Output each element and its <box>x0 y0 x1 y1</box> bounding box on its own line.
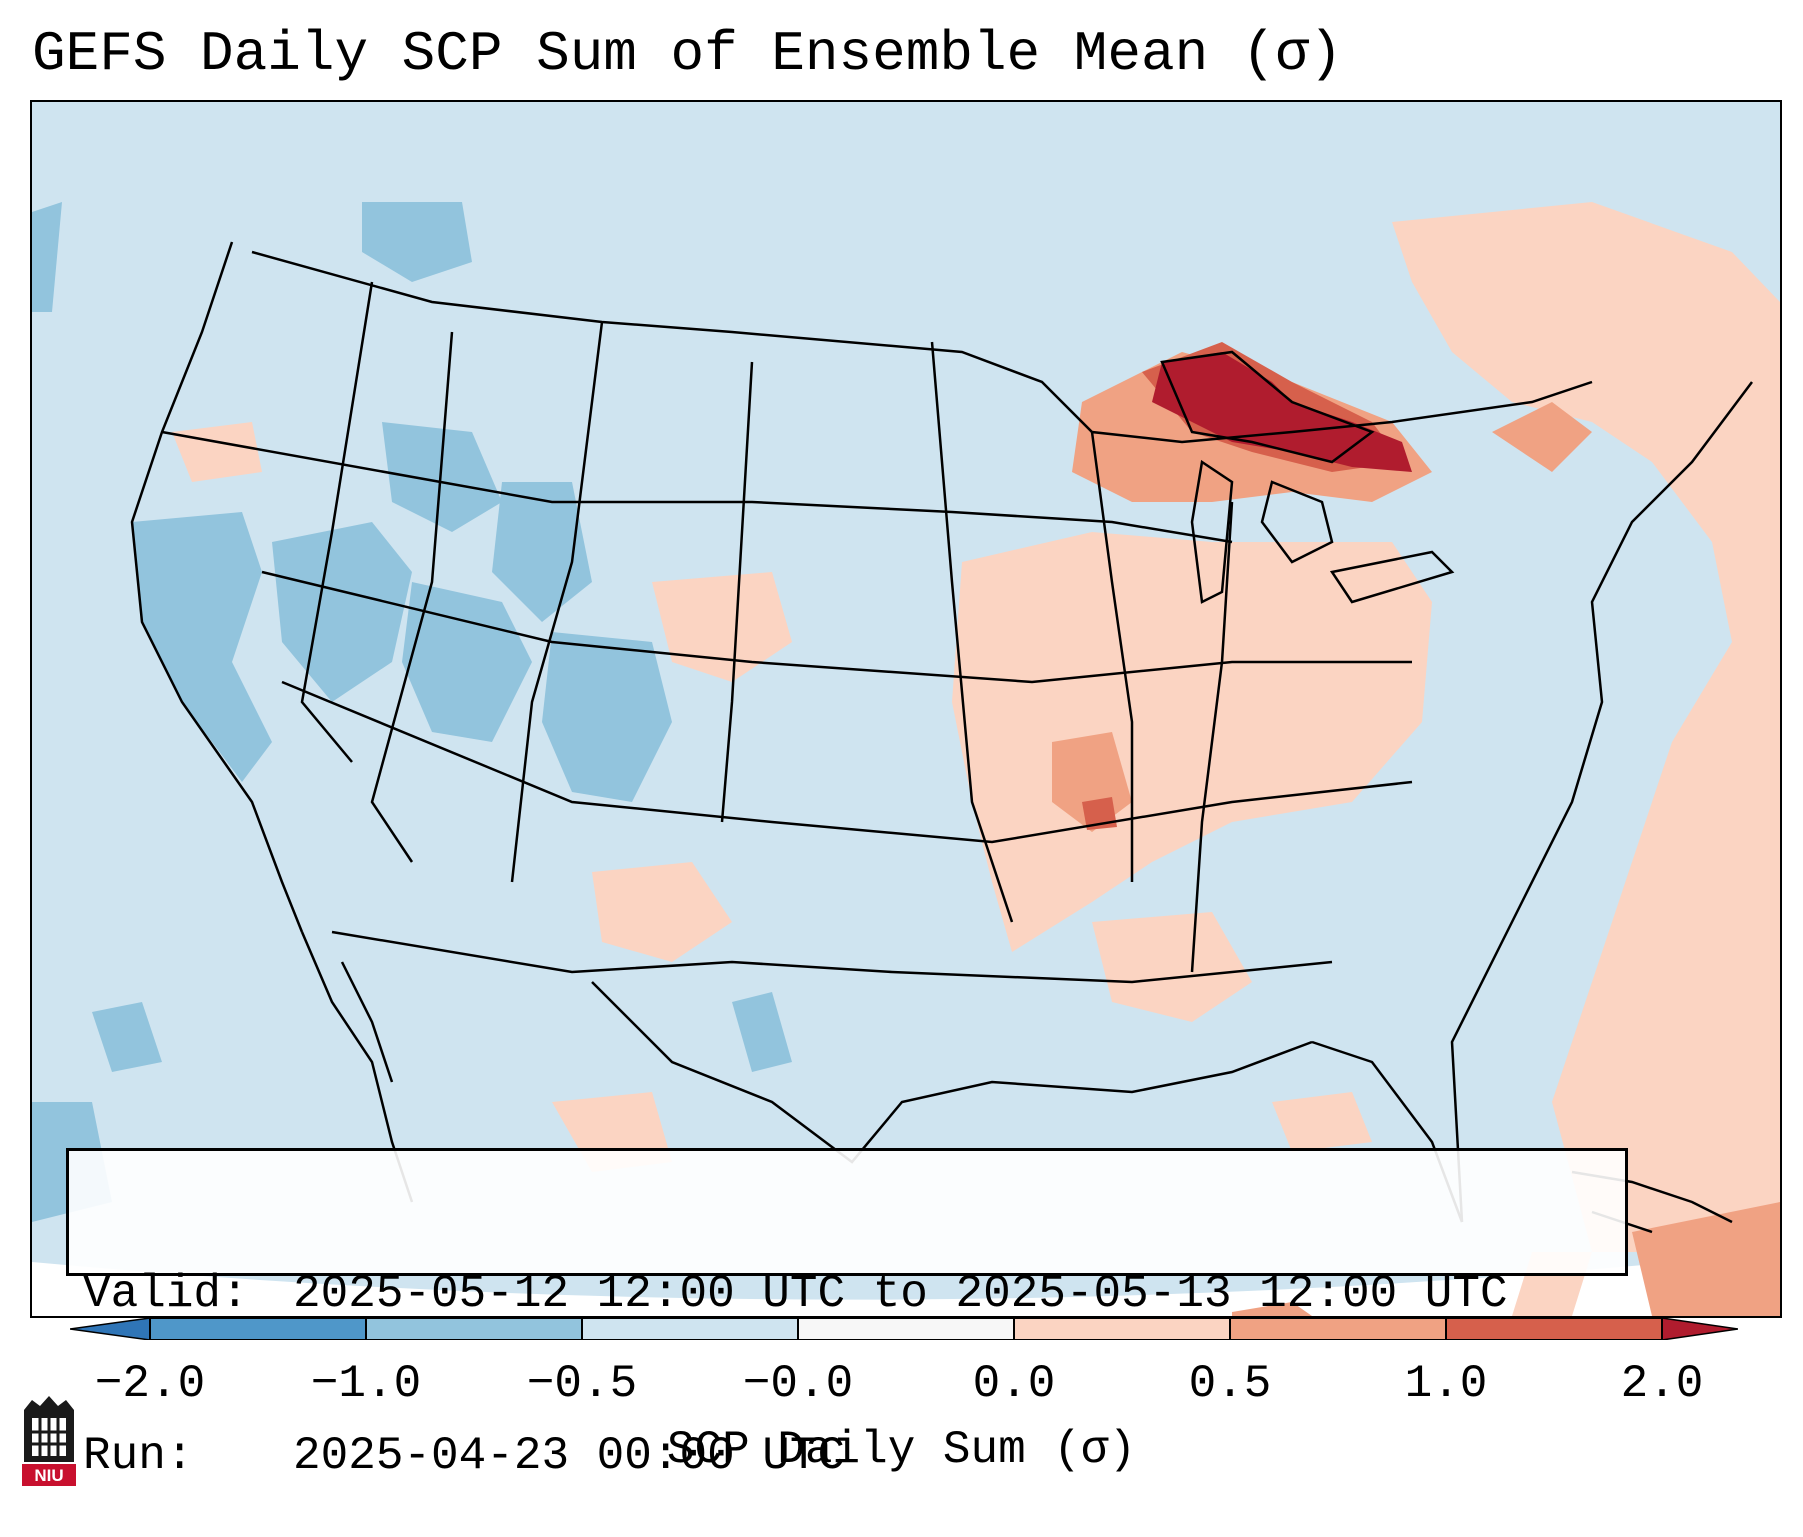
colorbar-tick-label: 1.0 <box>1404 1358 1488 1410</box>
colorbar-tick-label: −0.5 <box>526 1358 638 1410</box>
colorbar-segment-6 <box>1230 1318 1446 1340</box>
colorbar-tick-label: −2.0 <box>94 1358 206 1410</box>
chart-title: GEFS Daily SCP Sum of Ensemble Mean (σ) <box>32 22 1343 86</box>
svg-text:NIU: NIU <box>34 1466 63 1485</box>
map-edge <box>32 1252 1780 1316</box>
colorbar-extend-left <box>70 1318 151 1340</box>
colorbar-tick-label: −1.0 <box>310 1358 422 1410</box>
colorbar-segment-2 <box>366 1318 582 1340</box>
positive-max-region <box>1152 352 1412 472</box>
colorbar-segment-3 <box>582 1318 798 1340</box>
negative-anomaly-region <box>32 202 792 1222</box>
colorbar-tick-label: −0.0 <box>742 1358 854 1410</box>
colorbar-segment-7 <box>1446 1318 1662 1340</box>
valid-value: 2025-05-12 12:00 UTC to 2025-05-13 12:00… <box>293 1268 1508 1320</box>
positive-anomaly-region <box>172 202 1780 1316</box>
colorbar <box>70 1318 1738 1340</box>
valid-label: Valid: <box>83 1268 249 1320</box>
run-value: 2025-04-23 00:00 UTC <box>293 1430 846 1482</box>
map-canvas <box>32 102 1780 1316</box>
state-borders <box>130 241 1753 1234</box>
colorbar-segment-5 <box>1014 1318 1230 1340</box>
colorbar-segment-1 <box>150 1318 366 1340</box>
valid-run-info-box: Valid: 2025-05-12 12:00 UTC to 2025-05-13… <box>66 1148 1628 1482</box>
map-panel <box>30 100 1782 1318</box>
colorbar-extend-right <box>1661 1318 1738 1340</box>
colorbar-tick-label: 0.0 <box>972 1358 1056 1410</box>
run-label: Run: <box>83 1430 194 1482</box>
niu-logo-icon: NIU <box>22 1396 76 1486</box>
colorbar-segment-4 <box>798 1318 1014 1340</box>
colorbar-label: SCP Daily Sum (σ) <box>666 1424 1137 1476</box>
colorbar-tick-label: 0.5 <box>1188 1358 1272 1410</box>
colorbar-tick-label: 2.0 <box>1620 1358 1704 1410</box>
